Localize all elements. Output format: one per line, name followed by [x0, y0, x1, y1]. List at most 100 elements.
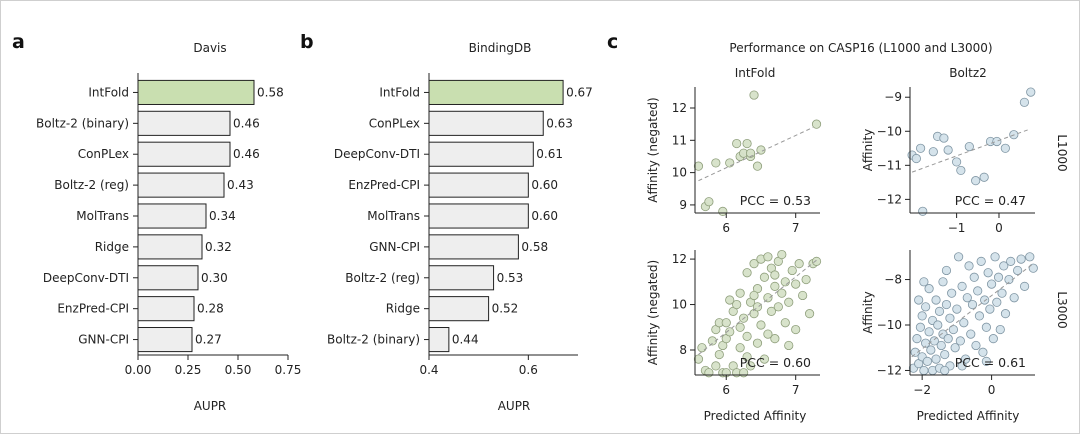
intfold_l3000-point [763, 252, 773, 262]
boltz2_l3000-ylabel: Affinity [861, 291, 875, 334]
bindingdb-category-label: Boltz-2 (reg) [345, 271, 420, 285]
boltz2_l3000-point [955, 336, 965, 346]
bindingdb-value-label: 0.63 [546, 116, 573, 130]
intfold_l3000-point [784, 297, 794, 307]
intfold_l3000-point [811, 256, 822, 266]
boltz2_l3000-point [921, 302, 931, 312]
boltz2_l1000-point [918, 206, 928, 216]
boltz2_l3000-point [985, 304, 995, 314]
bindingdb-value-label: 0.58 [521, 240, 548, 254]
bindingdb-bar [428, 203, 529, 229]
intfold_l3000-point [732, 299, 742, 310]
intfold_l3000-point [752, 338, 763, 348]
boltz2_l3000-point [999, 261, 1009, 271]
intfold_l3000-xtick-label: 6 [722, 383, 730, 397]
panel-letter-c: c [607, 31, 618, 53]
intfold_l3000-point [770, 270, 780, 280]
intfold_l1000-point [752, 161, 763, 171]
row-label-l1000: L1000 [1055, 134, 1069, 171]
boltz2_l3000-point [1028, 263, 1038, 273]
intfold_l3000-point [759, 354, 770, 364]
boltz2_l3000-point [954, 252, 964, 262]
intfold_l3000-point [693, 354, 704, 364]
intfold_l3000-point [756, 320, 766, 330]
intfold_l3000-point [725, 327, 735, 337]
boltz2_l3000-point [966, 329, 976, 339]
davis-xtick-label: 0.75 [275, 363, 302, 377]
boltz2_l1000-xtick-label: 0 [995, 221, 1003, 235]
intfold_l3000-point [745, 361, 756, 371]
davis-bar [137, 172, 225, 198]
davis-category-label: DeepConv-DTI [43, 271, 129, 285]
intfold_l3000-point [766, 306, 776, 316]
intfold_l3000-point [697, 343, 707, 353]
intfold_l3000-ytick-label: 8 [679, 343, 687, 357]
intfold_l1000-point [742, 138, 752, 149]
intfold_l1000-ytick-label: 9 [679, 198, 687, 212]
davis-title: Davis [193, 41, 226, 55]
intfold_l3000-point [794, 259, 804, 269]
intfold_l1000-point [693, 161, 704, 171]
scatter-boltz2_l3000: −2 0 −12 −10 −8 Affinity PCC = 0.61 [861, 250, 1038, 397]
boltz2_l1000-ytick-label: −11 [877, 158, 902, 172]
davis-bar [137, 110, 231, 136]
boltz2_l3000-point [995, 324, 1005, 335]
davis-xtick-label: 0.00 [125, 363, 152, 377]
intfold_l1000-ylabel: Affinity (negated) [646, 97, 660, 202]
intfold_l3000-ylabel: Affinity (negated) [646, 260, 660, 365]
boltz2_l3000-point [931, 295, 941, 305]
intfold_l1000-point [732, 138, 742, 149]
davis-xtick-label: 0.25 [175, 363, 202, 377]
davis-bar [137, 296, 195, 322]
bindingdb-bar [428, 110, 544, 136]
boltz2_l3000-ytick-label: −10 [877, 318, 902, 332]
boltz2_l3000-ytick-label: −12 [877, 363, 902, 377]
bindingdb-value-label: 0.52 [492, 302, 519, 316]
intfold_l3000-point [735, 343, 745, 353]
boltz2_l3000-point [924, 327, 934, 337]
intfold_l1000-pcc-label: PCC = 0.53 [740, 193, 811, 208]
boltz2_l3000-point [919, 365, 929, 376]
davis-category-label: Boltz-2 (reg) [54, 178, 129, 192]
boltz2_l3000-point [950, 343, 960, 353]
intfold_l1000-point [749, 90, 759, 100]
boltz2_l3000-ytick-label: −8 [884, 273, 902, 287]
boltz2_l3000-point [922, 356, 932, 366]
boltz2_l1000-point [971, 176, 981, 186]
bindingdb-bar [428, 79, 564, 105]
intfold_l3000-point [784, 340, 794, 351]
davis-value-label: 0.46 [233, 147, 260, 161]
boltz2_l3000-point [926, 345, 936, 355]
boltz2_l3000-point [1025, 252, 1035, 262]
boltz2_l3000-point [992, 297, 1002, 307]
davis-category-label: MolTrans [76, 209, 129, 223]
boltz2_l1000-ytick-label: −10 [877, 124, 902, 138]
boltz2_l1000-point [1000, 143, 1010, 153]
intfold_l3000-point [721, 318, 731, 328]
intfold_l1000-xtick-label: 6 [722, 221, 730, 235]
davis-bar [137, 79, 255, 105]
casp16-scatter-grid: Performance on CASP16 (L1000 and L3000) … [646, 41, 1069, 423]
boltz2_l3000-point [974, 311, 985, 321]
row-label-l3000: L3000 [1055, 291, 1069, 328]
intfold_l3000-point [742, 268, 752, 278]
boltz2_l3000-point [940, 365, 950, 376]
bindingdb-title: BindingDB [469, 41, 532, 55]
boltz2_l3000-point [931, 354, 941, 364]
boltz2_l1000-ytick-label: −12 [877, 192, 902, 206]
boltz2_l3000-point [933, 320, 943, 330]
davis-xtick-label: 0.50 [225, 363, 252, 377]
davis-value-label: 0.43 [227, 178, 254, 192]
boltz2_l3000-point [914, 295, 924, 305]
boltz2_l3000-point [986, 279, 997, 289]
intfold_l3000-point [801, 274, 811, 285]
boltz2_l3000-point [940, 349, 950, 360]
davis-value-label: 0.58 [257, 85, 284, 99]
boltz2_l3000-point [941, 265, 952, 276]
bindingdb-category-label: GNN-CPI [369, 240, 420, 254]
boltz2_l3000-xtick-label: 0 [988, 383, 996, 397]
boltz2_l3000-point [924, 284, 934, 294]
scatter-intfold_l1000: 6 7 9 10 11 12 Affinity (negated) PCC = 0.53 [646, 87, 822, 235]
boltz2_l3000-pcc-label: PCC = 0.61 [955, 355, 1026, 370]
boltz2_l3000-point [1016, 254, 1026, 264]
